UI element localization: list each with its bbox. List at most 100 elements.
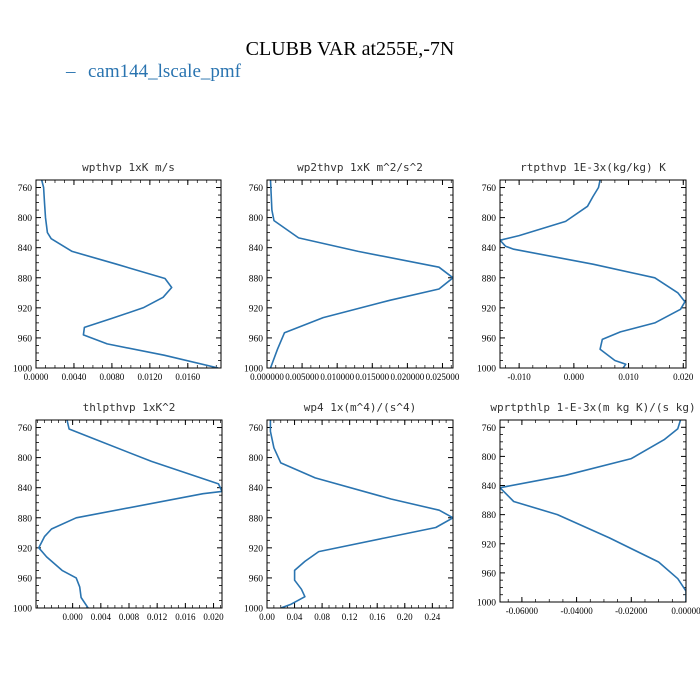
y-tick-label: 840	[249, 244, 264, 254]
plot-frame	[266, 419, 454, 609]
y-tick-label: 800	[18, 214, 33, 224]
panel-5: wp4 1x(m^4)/(s^4)76080084088092096010000…	[244, 401, 454, 622]
y-tick-label: 880	[249, 514, 264, 524]
series-line	[500, 180, 686, 368]
legend-label: cam144_lscale_pmf	[88, 61, 242, 82]
series-line	[269, 180, 453, 368]
x-tick-label: 0.015000	[355, 372, 389, 382]
x-tick-label: 0.012	[147, 612, 167, 622]
y-tick-label: 920	[18, 304, 33, 314]
x-tick-label: -0.06000	[506, 606, 539, 616]
x-tick-label: 0.16	[369, 612, 385, 622]
series-line	[40, 180, 219, 368]
y-tick-label: 1000	[477, 365, 496, 375]
panel-title: rtpthvp 1E-3x(kg/kg) K	[520, 161, 666, 174]
x-tick-label: 0.005000	[285, 372, 319, 382]
x-tick-label: 0.08	[314, 612, 330, 622]
legend: cam144_lscale_pmf –	[65, 61, 242, 82]
y-tick-label: 840	[249, 484, 264, 494]
y-tick-label: 960	[249, 574, 264, 584]
panel-title: wp2thvp 1xK m^2/s^2	[297, 161, 423, 174]
y-tick-label: 840	[482, 482, 497, 492]
panel-title: wprtpthlp 1-E-3x(m kg K)/(s kg)	[490, 401, 695, 414]
y-tick-label: 960	[18, 574, 33, 584]
y-tick-label: 880	[18, 274, 33, 284]
x-tick-label: -0.04000	[560, 606, 593, 616]
x-tick-label: 0.00	[259, 612, 275, 622]
y-tick-label: 880	[18, 514, 33, 524]
y-tick-label: 880	[482, 274, 497, 284]
y-tick-label: 1000	[244, 365, 263, 375]
panel-4: thlpthvp 1xK^2 760 800 840 880 920 960 1000 0.00…	[13, 401, 224, 622]
panel-title: wp4 1x(m^4)/(s^4)	[304, 401, 417, 414]
y-tick-label: 960	[482, 334, 497, 344]
x-tick-label: 0.008	[119, 612, 140, 622]
x-tick-label: 0.24	[424, 612, 440, 622]
x-tick-label: 0.20	[397, 612, 413, 622]
y-tick-label: 800	[249, 214, 264, 224]
x-tick-label: 0.020	[203, 612, 224, 622]
x-tick-label: 0.0000	[24, 372, 49, 382]
panel-grid: wpthvp 1xK m/s76080084088092096010000.00…	[13, 161, 700, 622]
y-tick-label: 760	[482, 184, 497, 194]
y-tick-label: 920	[482, 540, 497, 550]
y-tick-label: 800	[249, 454, 264, 464]
x-tick-label: 0.010	[618, 372, 639, 382]
x-tick-label: 0.0040	[62, 372, 87, 382]
y-tick-label: 800	[482, 453, 497, 463]
x-tick-label: 0.025000	[426, 372, 460, 382]
y-tick-label: 800	[482, 214, 497, 224]
y-tick-label: 840	[18, 244, 33, 254]
y-tick-label: 960	[482, 569, 497, 579]
y-tick-label: 1000	[13, 605, 32, 615]
y-tick-label: 920	[249, 304, 264, 314]
x-tick-label: 0.04	[287, 612, 303, 622]
y-tick-label: 760	[249, 424, 264, 434]
y-tick-label: 760	[18, 424, 33, 434]
x-tick-label: 0.0080	[100, 372, 125, 382]
y-tick-label: 920	[18, 544, 33, 554]
y-tick-label: 840	[482, 244, 497, 254]
legend-line-icon: –	[65, 61, 76, 82]
y-tick-label: 760	[18, 184, 33, 194]
plot-frame	[499, 419, 687, 603]
panel-title: wpthvp 1xK m/s	[82, 161, 175, 174]
panel-1: wpthvp 1xK m/s76080084088092096010000.00…	[13, 161, 222, 382]
y-tick-label: 760	[249, 184, 264, 194]
series-line	[500, 420, 686, 602]
panel-3: rtpthvp 1E-3x(kg/kg) K 760 800 840 880 920 960…	[477, 161, 694, 382]
x-tick-label: 0.000	[564, 372, 585, 382]
panel-2: wp2thvp 1xK m^2/s^2 760 800 840 880 920 960 100…	[244, 161, 460, 382]
x-tick-label: 0.0160	[175, 372, 200, 382]
series-line	[38, 420, 222, 608]
y-tick-label: 960	[249, 334, 264, 344]
plot-frame	[35, 179, 222, 369]
x-tick-label: 0.0120	[137, 372, 162, 382]
x-tick-label: -0.02000	[615, 606, 648, 616]
y-tick-label: 920	[249, 544, 264, 554]
x-tick-label: -0.010	[508, 372, 532, 382]
x-tick-label: 0.010000	[320, 372, 354, 382]
y-tick-label: 920	[482, 304, 497, 314]
panel-title: thlpthvp 1xK^2	[83, 401, 176, 414]
plot-frame	[499, 179, 687, 369]
y-tick-label: 1000	[13, 365, 32, 375]
figure-title: CLUBB VAR at255E,-7N	[246, 38, 455, 60]
x-tick-label: 0.00000	[671, 606, 700, 616]
x-tick-label: 0.000000	[250, 372, 284, 382]
x-tick-label: 0.020000	[391, 372, 425, 382]
y-tick-label: 960	[18, 334, 33, 344]
x-tick-label: 0.016	[175, 612, 196, 622]
series-line	[269, 420, 453, 608]
y-tick-label: 1000	[477, 599, 496, 609]
y-tick-label: 880	[482, 511, 497, 521]
x-tick-label: 0.000	[63, 612, 84, 622]
x-tick-label: 0.004	[91, 612, 112, 622]
y-tick-label: 1000	[244, 605, 263, 615]
plot-frame	[266, 179, 454, 369]
plot-frame	[35, 419, 223, 609]
x-tick-label: 0.020	[673, 372, 694, 382]
y-tick-label: 880	[249, 274, 264, 284]
y-tick-label: 760	[482, 424, 497, 434]
